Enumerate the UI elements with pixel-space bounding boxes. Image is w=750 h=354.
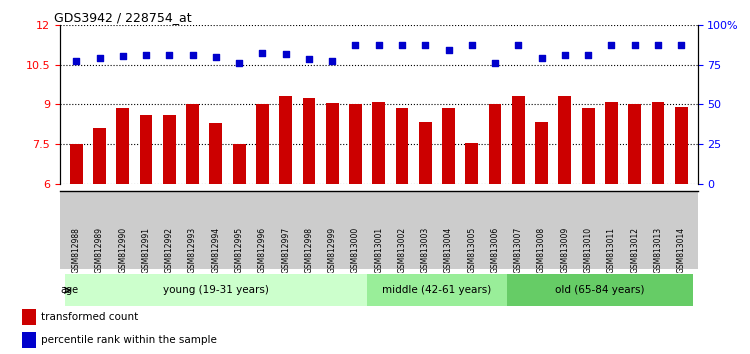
Point [210,55,222,60]
Bar [186,104,199,184]
Bar [395,108,409,184]
Point [350,42,361,47]
Bar [652,102,664,184]
Point [628,42,640,47]
Point [280,51,292,57]
Bar [256,104,268,184]
Bar [419,122,432,184]
Bar [279,97,292,184]
Point [559,52,571,58]
Point [582,52,594,58]
Bar [675,107,688,184]
Point [140,52,152,57]
Bar [349,104,362,184]
Bar [232,144,245,184]
Bar [442,108,455,184]
Point [466,43,478,48]
Bar [22,309,35,325]
Text: GDS3942 / 228754_at: GDS3942 / 228754_at [54,11,191,24]
Bar [536,122,548,184]
Point [442,47,454,53]
Point [70,58,82,63]
Point [303,57,315,62]
FancyBboxPatch shape [367,274,507,306]
Text: age: age [61,285,79,295]
Bar [512,97,525,184]
FancyBboxPatch shape [64,274,367,306]
FancyBboxPatch shape [507,274,693,306]
Bar [209,123,222,184]
Bar [326,103,338,184]
Bar [140,115,152,184]
Point [164,52,176,58]
Bar [22,332,35,348]
Bar [582,108,595,184]
Point [536,55,548,61]
Point [652,43,664,48]
Bar [302,98,315,184]
Bar [628,104,641,184]
Bar [116,108,129,184]
Point [489,60,501,66]
Text: old (65-84 years): old (65-84 years) [555,285,644,295]
Text: transformed count: transformed count [40,312,138,322]
Point [94,55,106,61]
Point [256,50,268,56]
Bar [163,115,176,184]
Bar [605,102,618,184]
Point [373,42,385,47]
Point [233,61,245,66]
Point [605,43,617,48]
Bar [372,102,386,184]
Point [117,53,129,59]
Point [419,43,431,48]
Text: middle (42-61 years): middle (42-61 years) [382,285,491,295]
Point [396,43,408,48]
Bar [93,129,106,184]
Text: young (19-31 years): young (19-31 years) [163,285,268,295]
Point [512,43,524,48]
Point [675,43,687,48]
Point [326,59,338,64]
Bar [70,144,82,184]
Text: percentile rank within the sample: percentile rank within the sample [40,335,217,346]
Bar [489,104,502,184]
Bar [466,143,478,184]
Point [187,52,199,57]
Bar [559,97,572,184]
